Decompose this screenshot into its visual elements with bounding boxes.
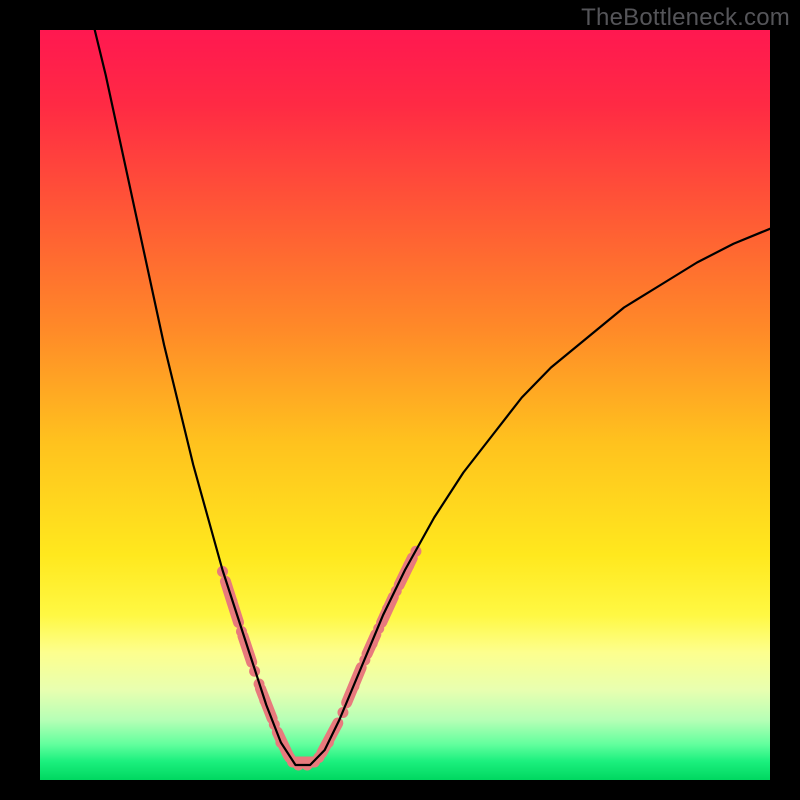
bottleneck-chart (0, 0, 800, 800)
watermark-text: TheBottleneck.com (581, 4, 790, 32)
chart-background-gradient (40, 30, 770, 780)
